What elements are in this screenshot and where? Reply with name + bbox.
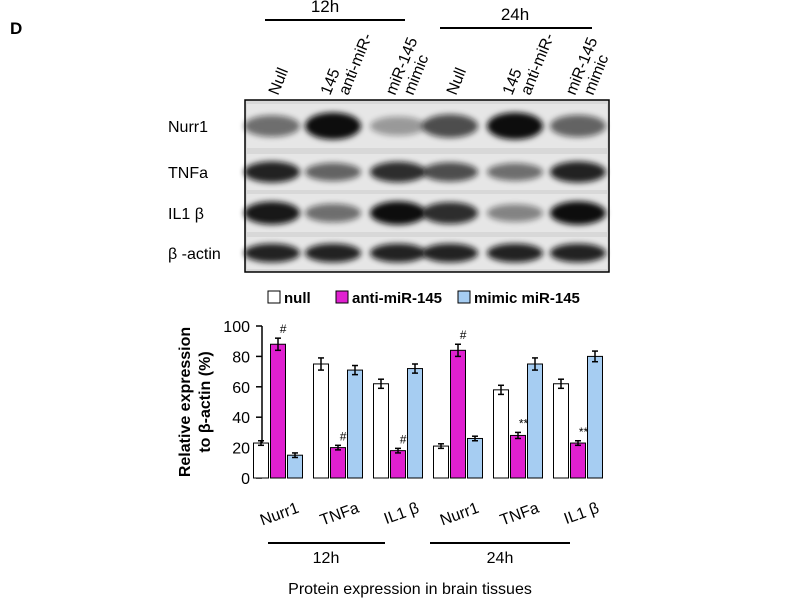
blot-band xyxy=(422,162,478,182)
annotation: # xyxy=(280,322,287,336)
x-tick-label: TNFa xyxy=(318,500,361,530)
x-tick-label: IL1 β xyxy=(562,500,602,528)
column-label: Null xyxy=(266,66,292,98)
panel-label: D xyxy=(10,19,22,38)
bar xyxy=(467,437,483,479)
x-tick-label: Nurr1 xyxy=(258,500,302,530)
blot-band xyxy=(370,201,426,225)
bar xyxy=(270,343,286,479)
blot-band xyxy=(422,243,478,263)
column-label: anti-miR- xyxy=(518,31,558,98)
bar xyxy=(510,434,526,479)
blot-row-label: β -actin xyxy=(168,246,221,263)
blot-band xyxy=(305,203,361,223)
blot-band xyxy=(550,114,606,138)
bar xyxy=(493,389,509,479)
blot-band xyxy=(550,201,606,225)
blot-band xyxy=(487,112,543,140)
time-label: 24h xyxy=(501,5,529,24)
legend-label: anti-miR-145 xyxy=(352,290,442,307)
annotation: # xyxy=(400,432,407,446)
blot-row-label: IL1 β xyxy=(168,206,204,223)
y-tick-label: 100 xyxy=(223,319,250,336)
x-axis-label: Protein expression in brain tissues xyxy=(288,581,532,598)
y-axis-label: Relative expression xyxy=(177,327,194,477)
legend-swatch xyxy=(335,290,349,304)
bar xyxy=(253,442,269,479)
blot-band xyxy=(305,162,361,182)
bar xyxy=(433,445,449,479)
annotation: ** xyxy=(578,425,588,439)
bar xyxy=(527,363,543,479)
bar xyxy=(570,442,586,479)
blot-band xyxy=(370,116,426,136)
bar xyxy=(330,447,346,479)
annotation: ** xyxy=(518,416,528,430)
blot-band xyxy=(550,161,606,183)
bar xyxy=(587,355,603,479)
blot-band xyxy=(550,243,606,263)
bar xyxy=(373,383,389,479)
y-tick-label: 40 xyxy=(232,410,250,427)
group-label: 12h xyxy=(313,550,340,567)
legend-swatch xyxy=(267,290,281,304)
bar xyxy=(347,369,363,479)
blot-band xyxy=(487,204,543,222)
blot-band xyxy=(370,243,426,263)
blot-row-label: TNFa xyxy=(168,165,208,182)
y-tick-label: 60 xyxy=(232,380,250,397)
blot-band xyxy=(305,112,361,140)
annotation: # xyxy=(340,429,347,443)
column-label: anti-miR- xyxy=(336,31,376,98)
legend-label: mimic miR-145 xyxy=(474,290,580,307)
blot-band xyxy=(305,243,361,263)
x-tick-label: TNFa xyxy=(498,500,541,530)
y-tick-label: 0 xyxy=(241,471,250,488)
time-label: 12h xyxy=(311,0,339,16)
blot-band xyxy=(487,243,543,263)
x-tick-label: Nurr1 xyxy=(438,500,482,530)
bar xyxy=(553,383,569,479)
legend-swatch xyxy=(457,290,471,304)
bar xyxy=(287,454,303,479)
blot-band xyxy=(422,202,478,224)
blot-band xyxy=(487,163,543,181)
bar xyxy=(450,349,466,479)
x-tick-label: IL1 β xyxy=(382,500,422,528)
bar xyxy=(407,368,423,479)
legend-label: null xyxy=(284,290,311,307)
y-axis-label: to β-actin (%) xyxy=(197,351,214,452)
blot-band xyxy=(244,243,300,263)
blot-row-label: Nurr1 xyxy=(168,119,208,136)
y-tick-label: 80 xyxy=(232,349,250,366)
blot-band xyxy=(370,161,426,183)
column-label: Null xyxy=(444,66,470,98)
bar xyxy=(390,450,406,479)
group-label: 24h xyxy=(487,550,514,567)
bar xyxy=(313,363,329,479)
blot-band xyxy=(244,161,300,183)
blot-band xyxy=(244,201,300,225)
y-tick-label: 20 xyxy=(232,441,250,458)
annotation: # xyxy=(460,328,467,342)
blot-band xyxy=(422,114,478,138)
blot-band xyxy=(244,115,300,137)
